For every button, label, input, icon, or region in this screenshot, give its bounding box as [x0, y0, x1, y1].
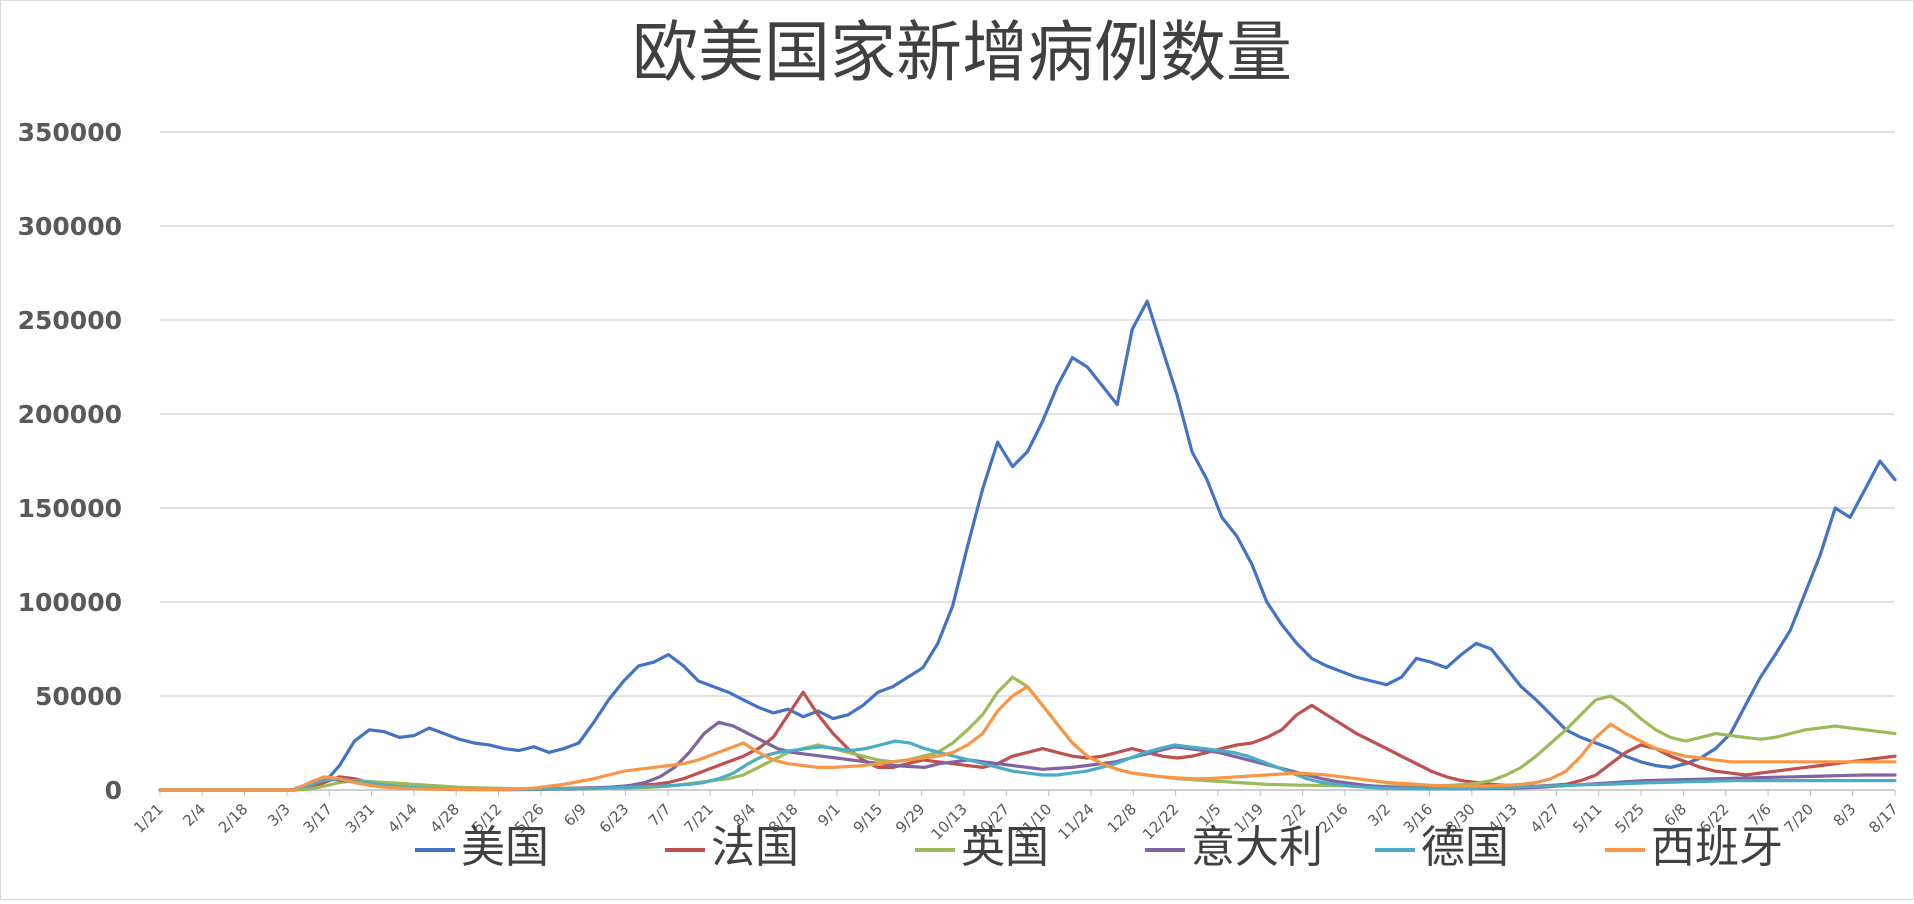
y-tick-label: 50000 — [35, 682, 122, 711]
series-line-0 — [158, 299, 1897, 792]
legend-label-0: 美国 — [461, 822, 549, 873]
legend: 美国 法国 英国 意大利 德国 西班牙 — [415, 822, 1783, 873]
y-tick-label: 200000 — [18, 400, 122, 429]
legend-label-3: 意大利 — [1191, 822, 1323, 873]
y-tick-label: 250000 — [18, 306, 122, 335]
y-tick-label: 0 — [105, 776, 122, 805]
legend-label-5: 西班牙 — [1651, 822, 1783, 873]
series-line-5 — [158, 684, 1897, 792]
series-lines — [158, 299, 1897, 792]
chart-title: 欧美国家新增病例数量 — [632, 14, 1292, 91]
legend-label-2: 英国 — [961, 822, 1049, 873]
y-tick-label: 350000 — [18, 118, 122, 147]
y-tick-label: 100000 — [18, 588, 122, 617]
legend-label-4: 德国 — [1421, 822, 1509, 873]
y-tick-label: 300000 — [18, 212, 122, 241]
y-tick-label: 150000 — [18, 494, 122, 523]
legend-label-1: 法国 — [711, 822, 799, 873]
y-axis-tick-labels: 0 50000 100000 150000 200000 250000 300000 3500… — [18, 118, 122, 805]
